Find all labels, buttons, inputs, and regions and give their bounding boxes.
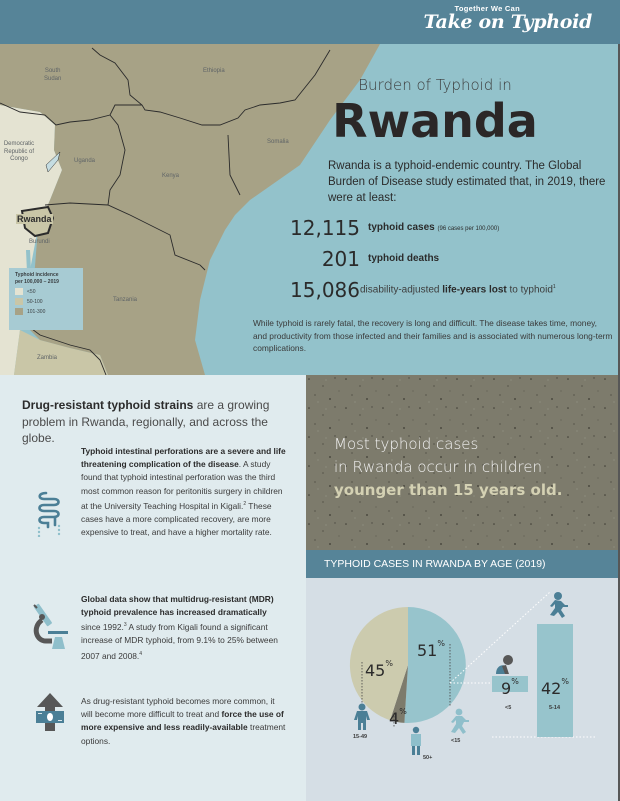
pie-label-50-plus: 4% [389, 707, 407, 728]
legend-item: 50-100 [15, 298, 77, 305]
intestine-icon [36, 491, 62, 542]
label-zambia: Zambia [37, 355, 58, 361]
legend-item: <50 [15, 288, 77, 295]
stat-deaths: 201 typhoid deaths [250, 247, 620, 271]
bar-under-5 [492, 676, 528, 692]
age-chart: 45% 51% 4% 9% 42% 15-49 50+ <15 <5 5-14 [306, 578, 618, 801]
age-pie [349, 606, 466, 723]
label-tanzania: Tanzania [113, 297, 138, 303]
legend-swatch [15, 308, 23, 315]
header-banner: Together We Can Take on Typhoid [0, 0, 620, 44]
child-running-icon [451, 708, 469, 734]
age-label-under-15: <15 [451, 738, 461, 744]
label-burundi: Burundi [29, 239, 50, 245]
stat-label: typhoid cases (96 cases per 100,000) [368, 222, 500, 233]
map-legend: Typhoid incidence per 100,000 – 2019 <50 … [9, 268, 83, 330]
brand-logo: Take on Typhoid [423, 11, 593, 33]
label-ethiopia: Ethiopia [203, 68, 225, 74]
stat-label: disability-adjusted life-years lost to t… [360, 284, 556, 296]
children-callout-text: Most typhoid cases in Rwanda occur in ch… [334, 435, 563, 499]
age-chart-graphics [349, 591, 596, 755]
recovery-note: While typhoid is rarely fatal, the recov… [253, 318, 613, 353]
label-somalia: Somalia [267, 139, 289, 145]
chart-title: TYPHOID CASES IN RWANDA BY AGE (2019) [306, 550, 618, 578]
stat-label: typhoid deaths [368, 253, 440, 264]
legend-label: 50-100 [27, 298, 43, 305]
legend-title: Typhoid incidence per 100,000 – 2019 [15, 272, 59, 285]
bar-5-14 [537, 624, 573, 737]
speckle-texture [306, 375, 618, 550]
perforation-paragraph: Typhoid intestinal perforations are a se… [81, 446, 286, 538]
elderly-icon [411, 726, 421, 755]
adult-icon [354, 703, 370, 730]
age-label-50-plus: 50+ [423, 755, 433, 761]
regional-map: South Sudan Ethiopia Democratic Republic o… [0, 0, 620, 375]
label-uganda: Uganda [74, 158, 96, 164]
label-drc: Democratic Republic of Congo [3, 141, 35, 162]
mdr-paragraph: Global data show that multidrug-resistan… [81, 594, 278, 661]
bar-label-5-14: 42% [541, 677, 569, 698]
legend-swatch [15, 288, 23, 295]
legend-item: 101-300 [15, 308, 77, 315]
stat-value: 15,086 [290, 278, 360, 302]
label-rwanda: Rwanda [16, 214, 53, 224]
age-label-5-14: 5-14 [549, 705, 561, 711]
microscope-icon [32, 603, 68, 654]
label-kenya: Kenya [162, 173, 180, 179]
stat-dalys: 15,086 disability-adjusted life-years lo… [250, 278, 620, 302]
intro-lead: Rwanda is a typhoid-endemic country. The… [328, 160, 606, 204]
page-edge [618, 44, 620, 801]
running-child-icon [550, 592, 568, 618]
age-label-15-49: 15-49 [353, 734, 368, 740]
cost-paragraph: As drug-resistant typhoid becomes more c… [81, 696, 286, 746]
header-tagline: Together We Can [454, 4, 520, 13]
stat-value: 12,115 [290, 216, 360, 240]
drug-resistance-headline: Drug-resistant typhoid strains are a gro… [22, 398, 270, 445]
drug-resistance-panel: Drug-resistant typhoid strains are a gro… [0, 375, 306, 801]
stat-cases: 12,115 typhoid cases (96 cases per 100,0… [250, 216, 620, 240]
label-south-sudan: South Sudan [44, 68, 62, 82]
legend-label: <50 [27, 288, 36, 295]
age-label-under-5: <5 [505, 705, 512, 711]
children-callout: Most typhoid cases in Rwanda occur in ch… [306, 375, 618, 550]
page-subtitle: Burden of Typhoid in [358, 76, 512, 94]
legend-label: 101-300 [27, 308, 46, 315]
baby-icon [496, 655, 513, 674]
stat-value: 201 [321, 247, 360, 271]
page-title: Rwanda [332, 94, 538, 148]
pie-label-15-49: 45% [365, 659, 393, 680]
cost-increase-icon [36, 693, 64, 736]
bar-label-under-5: 9% [501, 677, 519, 698]
pie-label-under-15: 51% [417, 639, 445, 660]
legend-swatch [15, 298, 23, 305]
